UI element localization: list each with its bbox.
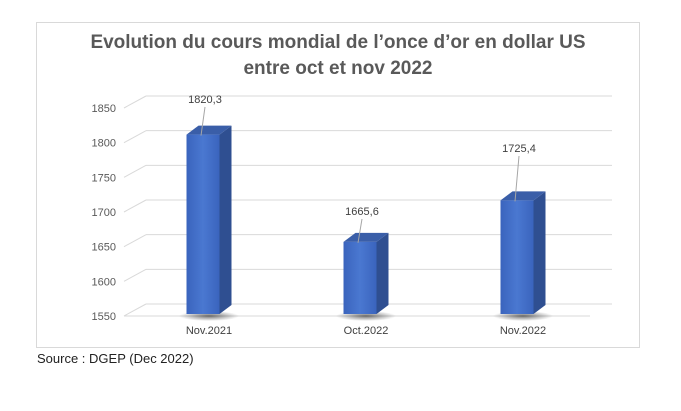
y-tick-label: 1650 (92, 242, 116, 254)
chart-title-line-2: entre oct et nov 2022 (243, 58, 433, 79)
x-category-label: Nov.2022 (500, 325, 546, 337)
bars: 1820,3 1665,6 1725,4 (179, 94, 553, 321)
y-tick-label: 1800 (92, 138, 116, 150)
bar-nov-2021: 1820,3 (179, 94, 239, 321)
chart-title: Evolution du cours mondial de l’once d’o… (36, 30, 640, 82)
y-tick-label: 1700 (92, 207, 116, 219)
x-category-label: Oct.2022 (344, 325, 389, 337)
chart-title-line-1: Evolution du cours mondial de l’once d’o… (90, 32, 586, 53)
y-axis: 1550 1600 1650 1700 1750 1800 1850 (92, 103, 116, 323)
data-label: 1665,6 (345, 206, 379, 218)
y-tick-label: 1600 (92, 276, 116, 288)
x-category-label: Nov.2021 (186, 325, 232, 337)
data-label: 1820,3 (188, 94, 222, 106)
x-axis: Nov.2021 Oct.2022 Nov.2022 (186, 325, 546, 337)
bar-nov-2022: 1725,4 (493, 143, 553, 321)
y-tick-label: 1750 (92, 172, 116, 184)
source-note: Source : DGEP (Dec 2022) (37, 351, 194, 366)
bar-oct-2022: 1665,6 (336, 206, 396, 321)
data-label: 1725,4 (502, 143, 536, 155)
y-tick-label: 1550 (92, 311, 116, 323)
y-tick-label: 1850 (92, 103, 116, 115)
